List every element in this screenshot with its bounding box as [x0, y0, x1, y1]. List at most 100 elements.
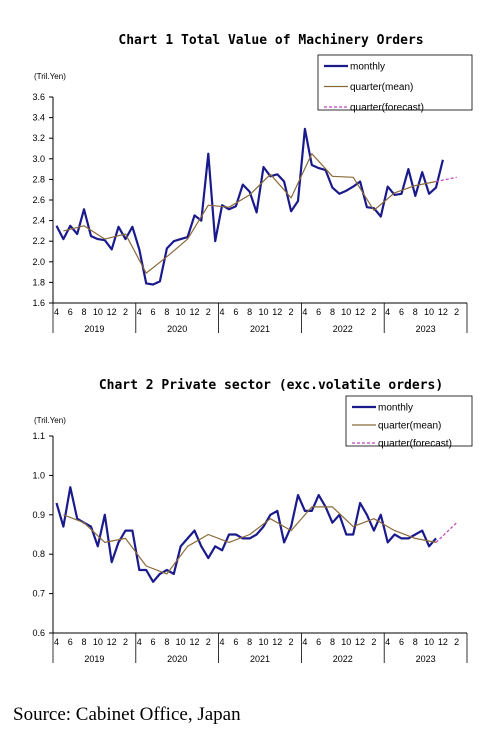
- x-tick-label: 2: [123, 637, 128, 647]
- unit-label: (Tril.Yen): [34, 72, 66, 81]
- x-tick-label: 4: [54, 307, 59, 317]
- source-caption: Source: Cabinet Office, Japan: [13, 704, 241, 725]
- x-tick-label: 2: [123, 307, 128, 317]
- series-line-monthly: [55, 486, 437, 583]
- y-tick-label: 3.2: [32, 133, 45, 143]
- series-line-quarter-mean: [63, 153, 437, 274]
- x-tick-label: 10: [176, 307, 186, 317]
- x-tick-label: 6: [151, 307, 156, 317]
- x-tick-label: 6: [233, 637, 238, 647]
- legend-entry: quarter(mean): [350, 82, 413, 93]
- x-tick-label: 8: [330, 637, 335, 647]
- y-tick-label: 0.8: [32, 549, 45, 559]
- x-tick-label: 12: [438, 637, 448, 647]
- unit-label: (Tril.Yen): [34, 416, 66, 425]
- x-tick-label: 12: [355, 637, 365, 647]
- year-label: 2019: [84, 324, 104, 334]
- year-label: 2020: [167, 654, 187, 664]
- year-label: 2021: [250, 654, 270, 664]
- series-line-quarter-forecast: [435, 522, 458, 543]
- x-tick-label: 6: [151, 637, 156, 647]
- x-tick-label: 10: [176, 637, 186, 647]
- y-tick-label: 3.4: [32, 113, 45, 123]
- x-tick-label: 8: [247, 637, 252, 647]
- y-tick-label: 2.8: [32, 174, 45, 184]
- chart-title: Chart 1 Total Value of Machinery Orders: [118, 33, 423, 48]
- legend-box: [345, 395, 473, 447]
- x-tick-label: 12: [355, 307, 365, 317]
- year-label: 2023: [416, 654, 436, 664]
- x-tick-label: 8: [82, 637, 87, 647]
- y-tick-label: 0.9: [32, 510, 45, 520]
- x-tick-label: 8: [413, 307, 418, 317]
- x-tick-label: 2: [206, 637, 211, 647]
- x-tick-label: 12: [189, 307, 199, 317]
- x-tick-label: 4: [302, 307, 307, 317]
- legend-entry: monthly: [378, 403, 413, 414]
- x-tick-label: 4: [385, 637, 390, 647]
- year-label: 2020: [167, 324, 187, 334]
- x-tick-label: 12: [107, 637, 117, 647]
- x-tick-label: 6: [233, 307, 238, 317]
- x-tick-label: 8: [164, 307, 169, 317]
- x-tick-label: 2: [371, 307, 376, 317]
- x-tick-label: 2: [454, 637, 459, 647]
- x-tick-label: 10: [93, 307, 103, 317]
- y-tick-label: 0.7: [32, 589, 45, 599]
- x-tick-label: 8: [82, 307, 87, 317]
- x-tick-label: 10: [341, 637, 351, 647]
- x-tick-label: 4: [54, 637, 59, 647]
- x-tick-label: 8: [413, 637, 418, 647]
- x-tick-label: 6: [399, 307, 404, 317]
- y-tick-label: 1.1: [32, 431, 45, 441]
- year-label: 2022: [333, 324, 353, 334]
- x-tick-label: 2: [454, 307, 459, 317]
- y-tick-label: 1.0: [32, 470, 45, 480]
- x-tick-label: 8: [330, 307, 335, 317]
- x-tick-label: 4: [137, 307, 142, 317]
- y-tick-label: 3.6: [32, 92, 45, 102]
- x-tick-label: 10: [258, 307, 268, 317]
- series-line-monthly: [55, 127, 444, 286]
- legend-entry: monthly: [350, 62, 385, 73]
- legend-entry: quarter(forecast): [350, 103, 424, 114]
- chart-2: Chart 2 Private sector (exc.volatile ord…: [32, 378, 473, 664]
- legend-entry: quarter(forecast): [378, 439, 452, 450]
- x-tick-label: 2: [371, 637, 376, 647]
- x-tick-label: 6: [399, 637, 404, 647]
- x-tick-label: 10: [258, 637, 268, 647]
- y-tick-label: 3.0: [32, 154, 45, 164]
- x-tick-label: 12: [272, 637, 282, 647]
- chart-title: Chart 2 Private sector (exc.volatile ord…: [99, 378, 443, 393]
- x-tick-label: 2: [289, 637, 294, 647]
- series-line-quarter-mean: [63, 506, 437, 575]
- x-tick-label: 10: [424, 307, 434, 317]
- series-line-quarter-forecast: [435, 176, 457, 183]
- x-tick-label: 12: [272, 307, 282, 317]
- year-label: 2021: [250, 324, 270, 334]
- y-tick-label: 2.6: [32, 195, 45, 205]
- x-tick-label: 10: [93, 637, 103, 647]
- x-tick-label: 6: [68, 637, 73, 647]
- x-tick-label: 4: [302, 637, 307, 647]
- x-tick-label: 8: [164, 637, 169, 647]
- y-tick-label: 0.6: [32, 628, 45, 638]
- x-tick-label: 4: [385, 307, 390, 317]
- x-tick-label: 4: [220, 637, 225, 647]
- y-tick-label: 1.6: [32, 298, 45, 308]
- legend-entry: quarter(mean): [378, 421, 441, 432]
- x-tick-label: 4: [220, 307, 225, 317]
- x-tick-label: 12: [107, 307, 117, 317]
- y-tick-label: 2.4: [32, 216, 45, 226]
- year-label: 2019: [84, 654, 104, 664]
- x-tick-label: 8: [247, 307, 252, 317]
- x-tick-label: 6: [68, 307, 73, 317]
- y-tick-label: 1.8: [32, 277, 45, 287]
- x-tick-label: 2: [206, 307, 211, 317]
- year-label: 2023: [416, 324, 436, 334]
- y-tick-label: 2.0: [32, 257, 45, 267]
- x-tick-label: 10: [341, 307, 351, 317]
- legend-box: [317, 54, 473, 111]
- year-label: 2022: [333, 654, 353, 664]
